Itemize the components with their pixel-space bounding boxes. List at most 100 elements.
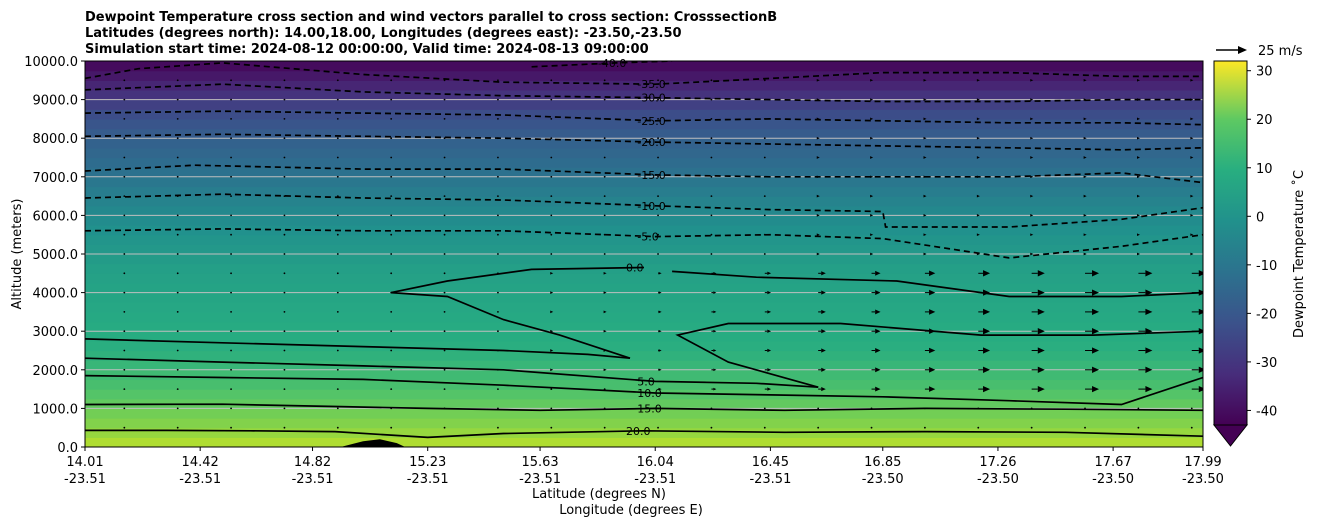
- wind-vector: [123, 388, 126, 390]
- contour-label: -30.0: [637, 92, 665, 105]
- wind-vector: [497, 175, 499, 178]
- wind-vector: [603, 407, 606, 410]
- wind-vector: [443, 291, 446, 294]
- wind-vector: [658, 387, 662, 391]
- wind-vector: [710, 98, 713, 101]
- x-axis-label-longitude: Longitude (degrees E): [559, 503, 703, 518]
- colorbar-tick-label: -20: [1256, 307, 1277, 322]
- wind-vector: [336, 426, 339, 429]
- wind-vector: [713, 291, 717, 294]
- wind-vector: [875, 367, 881, 373]
- temperature-band: [85, 379, 1203, 390]
- wind-vector: [336, 195, 339, 198]
- wind-vector: [1136, 194, 1140, 198]
- wind-vector: [710, 156, 713, 159]
- temperature-band: [85, 167, 1203, 178]
- contour-line: [672, 270, 1203, 298]
- contour-line: [85, 338, 631, 360]
- wind-vector: [1037, 289, 1045, 296]
- wind-vector: [603, 271, 607, 275]
- wind-vector: [123, 311, 126, 313]
- wind-vector: [817, 407, 820, 410]
- wind-vector: [443, 137, 446, 140]
- colorbar-body: [1213, 60, 1248, 426]
- wind-vector: [283, 233, 286, 236]
- wind-vector: [817, 426, 820, 429]
- wind-vector: [550, 79, 553, 82]
- wind-vector: [1198, 366, 1203, 373]
- x-tick-label-lon: -23.51: [749, 472, 791, 487]
- wind-vector: [875, 309, 881, 315]
- wind-vector: [929, 328, 936, 335]
- wind-vector: [923, 78, 927, 82]
- x-tick-label-lon: -23.51: [179, 472, 221, 487]
- wind-vector: [497, 118, 499, 120]
- wind-vector: [283, 311, 286, 313]
- wind-vector: [929, 309, 936, 315]
- temperature-band: [85, 302, 1203, 313]
- wind-vector: [821, 290, 826, 295]
- x-tick-label-lat: 16.85: [864, 455, 901, 470]
- wind-vector: [497, 137, 499, 140]
- wind-vector: [230, 233, 232, 236]
- contour-line: [531, 61, 673, 68]
- wind-vector: [1137, 426, 1140, 429]
- wind-vector: [821, 271, 826, 276]
- temperature-band: [85, 215, 1203, 226]
- wind-vector: [497, 368, 499, 371]
- wind-vector: [658, 329, 662, 333]
- y-tick-label: 2000.0: [33, 364, 79, 379]
- wind-vector: [176, 311, 179, 313]
- wind-vector: [767, 329, 772, 333]
- y-tick-label: 5000.0: [33, 248, 79, 263]
- wind-vector: [123, 118, 126, 120]
- wind-vector: [767, 271, 772, 275]
- wind-vector: [176, 407, 179, 410]
- wind-vector: [870, 156, 874, 159]
- wind-vector: [924, 426, 926, 429]
- wind-vector: [176, 426, 179, 429]
- wind-vector: [1092, 385, 1100, 393]
- temperature-band: [85, 118, 1203, 130]
- wind-vector: [657, 233, 659, 236]
- y-tick-label: 6000.0: [33, 209, 79, 224]
- contour-label: 15.0: [637, 402, 662, 415]
- wind-vector: [443, 233, 446, 236]
- wind-vector: [230, 118, 232, 120]
- wind-vector: [497, 233, 499, 236]
- wind-vector: [497, 291, 499, 294]
- title-line-2: Latitudes (degrees north): 14.00,18.00, …: [85, 26, 682, 41]
- wind-vector: [870, 136, 874, 140]
- temperature-band: [85, 350, 1203, 361]
- wind-vector: [1030, 117, 1034, 121]
- wind-vector: [1145, 385, 1153, 393]
- wind-vector: [603, 175, 606, 178]
- wind-vector: [283, 175, 286, 178]
- temperature-band: [85, 138, 1203, 149]
- wind-vector: [336, 156, 339, 159]
- wind-vector: [1145, 308, 1153, 316]
- wind-vector: [763, 214, 766, 217]
- wind-vector: [123, 330, 126, 333]
- wind-vector: [336, 214, 339, 217]
- wind-vector: [657, 137, 659, 140]
- wind-vector: [176, 195, 179, 198]
- colorbar: -40 -30 -20 -10 0 10 20 30 Dewpoint Temperature…: [1212, 60, 1307, 447]
- wind-vector: [283, 253, 286, 255]
- wind-vector: [1190, 175, 1194, 179]
- wind-vector: [283, 426, 286, 429]
- y-tick-label: 3000.0: [33, 325, 79, 340]
- plot-area: [85, 61, 1203, 447]
- wind-vector: [977, 426, 980, 429]
- wind-vector: [1030, 78, 1034, 82]
- contour-label: -40.0: [598, 57, 626, 70]
- wind-vector: [1190, 194, 1194, 198]
- wind-vector: [443, 214, 446, 217]
- wind-vector: [1136, 117, 1140, 121]
- contour-label: -20.0: [637, 136, 665, 149]
- wind-vector: [176, 349, 179, 352]
- wind-vector: [603, 426, 606, 429]
- wind-vector: [1030, 194, 1034, 198]
- wind-vector: [976, 156, 980, 159]
- x-tick-label-lat: 17.99: [1184, 455, 1221, 470]
